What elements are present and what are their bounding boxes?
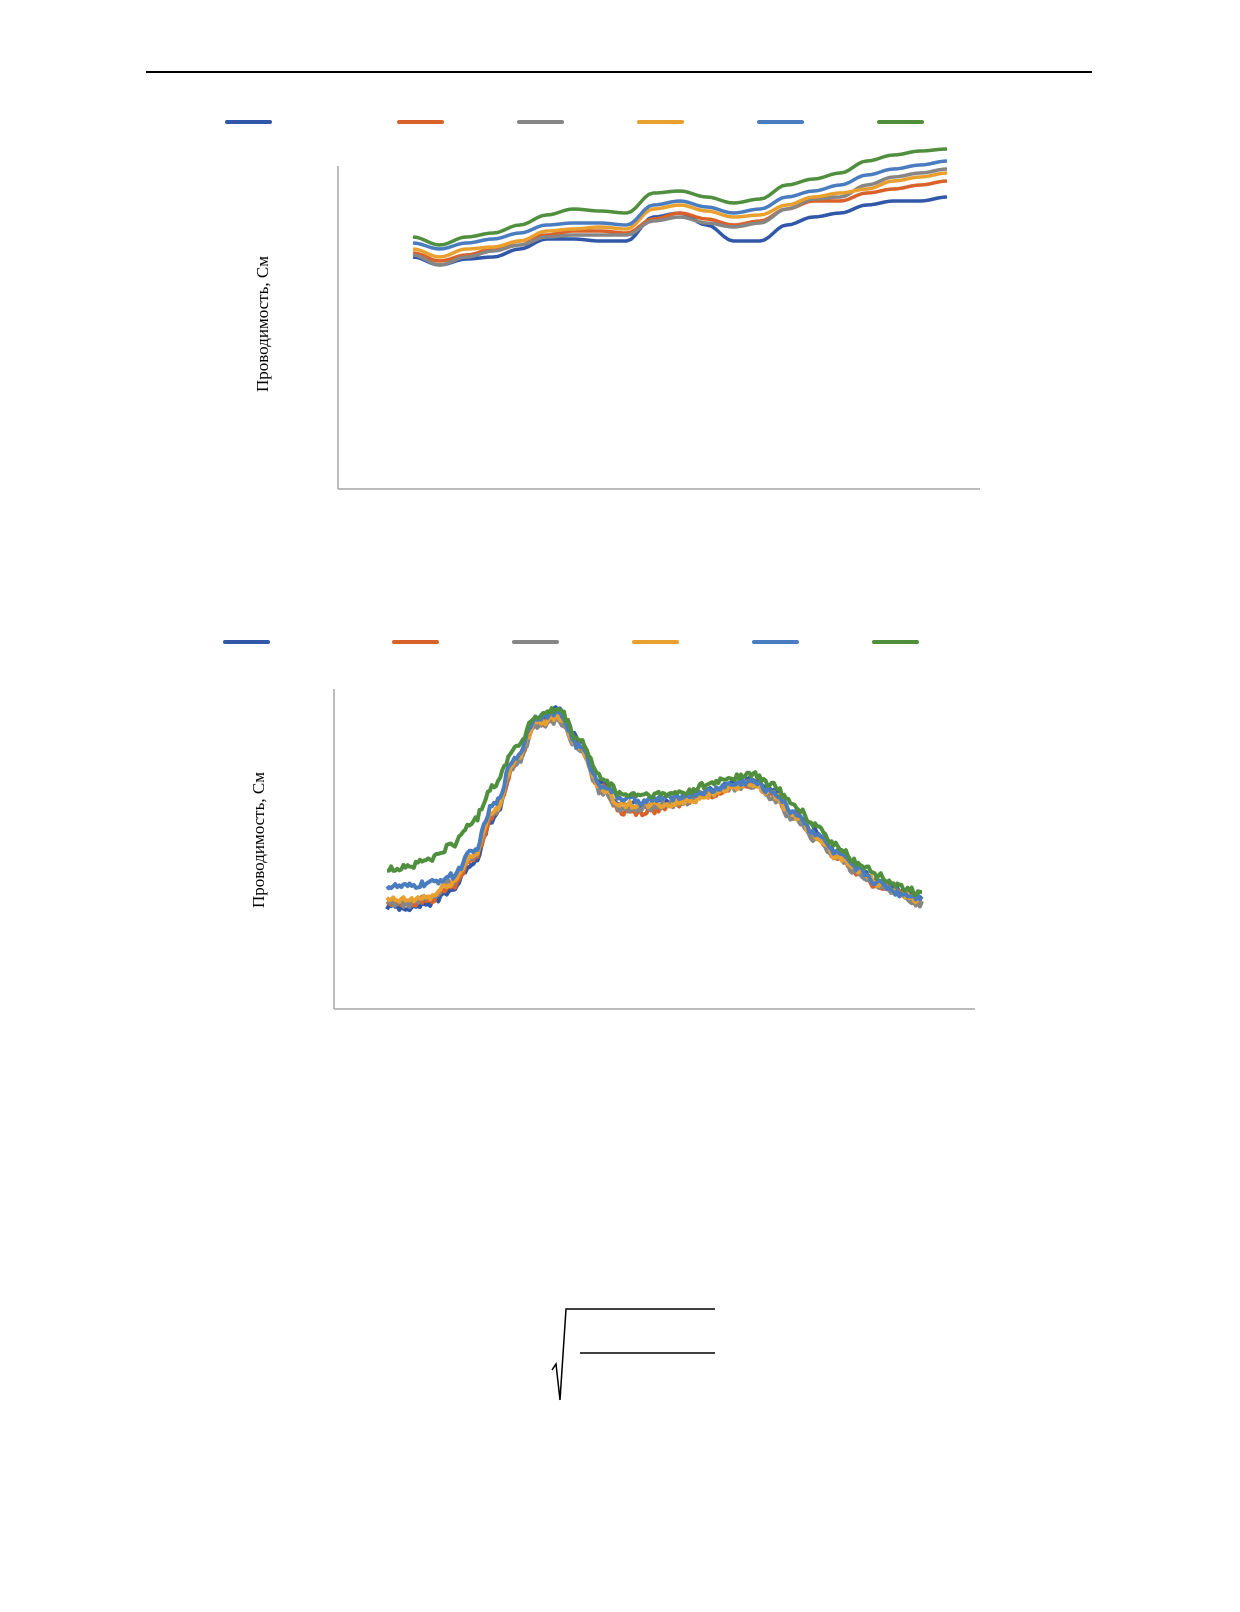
legend-swatch	[872, 640, 919, 644]
legend-swatch	[877, 120, 924, 124]
series-line	[385, 714, 923, 905]
radical-sign	[551, 1308, 715, 1401]
chart-1-ylabel: Проводимость, См	[253, 256, 272, 392]
legend-swatch	[223, 640, 270, 644]
legend-swatch	[757, 120, 804, 124]
legend-swatch	[397, 120, 444, 124]
series-line	[387, 706, 922, 898]
formula-radical	[551, 1308, 715, 1401]
legend-swatch	[752, 640, 799, 644]
series-line	[412, 159, 948, 251]
legend-swatch	[512, 640, 559, 644]
chart-2-ylabel: Проводимость, См	[249, 772, 268, 908]
legend-swatch	[637, 120, 684, 124]
legend-swatch	[225, 120, 272, 124]
chart-2	[333, 689, 975, 1010]
legend-swatch	[517, 120, 564, 124]
series-line	[385, 707, 923, 902]
series-line	[385, 712, 924, 908]
series-line	[412, 147, 948, 247]
legend-swatch	[632, 640, 679, 644]
series-line	[412, 195, 948, 267]
header-rule	[146, 71, 1092, 73]
chart-1	[337, 147, 980, 490]
legend-swatch	[392, 640, 439, 644]
series-line	[412, 171, 948, 259]
series-line	[412, 167, 948, 267]
series-line	[412, 179, 948, 263]
